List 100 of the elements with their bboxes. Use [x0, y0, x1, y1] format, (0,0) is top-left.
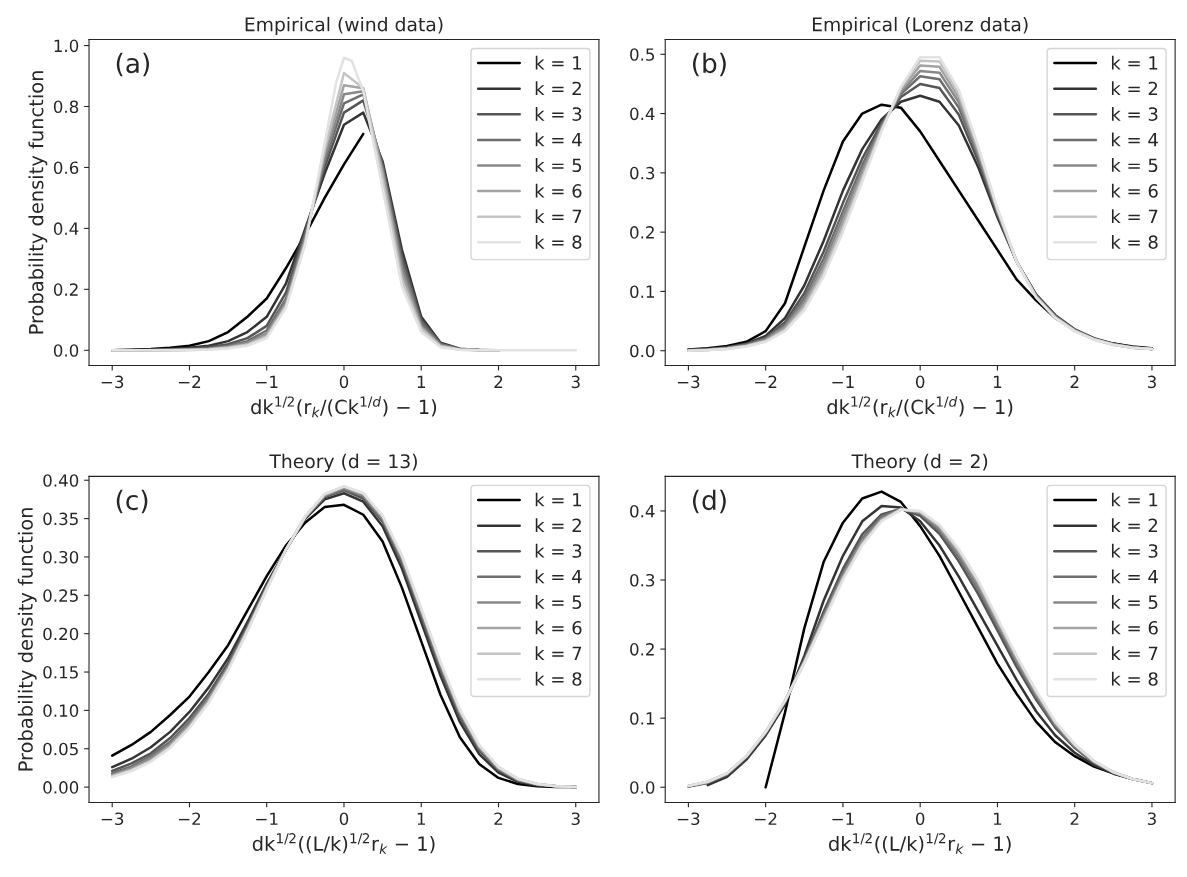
x-tick-label: 0	[339, 375, 349, 389]
legend-label: k = 7	[535, 209, 582, 224]
legend-label: k = 6	[1111, 620, 1158, 635]
x-tick-label: 2	[1070, 375, 1079, 388]
y-tick-label: 0.4	[630, 504, 655, 518]
legend-label: k = 6	[1111, 183, 1158, 198]
y-tick-label: 0.00	[43, 781, 79, 794]
legend-label: k = 2	[535, 81, 581, 96]
x-tick-label: 1	[993, 375, 1002, 388]
y-tick-label: 0.35	[43, 512, 78, 526]
x-tick-label: 3	[571, 375, 580, 389]
legend-label: k = 5	[535, 595, 582, 610]
legend-label: k = 4	[1111, 132, 1158, 147]
legend-label: k = 7	[535, 646, 582, 660]
legend-label: k = 8	[535, 671, 582, 686]
legend-label: k = 5	[1111, 158, 1158, 173]
legend-label: k = 4	[1111, 569, 1158, 584]
legend-label: k = 2	[535, 518, 581, 532]
x-tick-label: −3	[101, 375, 124, 389]
x-tick-label: 3	[571, 812, 580, 826]
y-tick-label: 0.40	[43, 474, 79, 487]
annotation: (b)	[692, 52, 726, 77]
legend-label: k = 7	[1111, 646, 1158, 660]
y-tick-label: 0.15	[43, 665, 78, 679]
x-tick-label: 3	[1147, 812, 1156, 826]
y-tick-label: 0.2	[53, 283, 78, 296]
x-tick-label: −2	[755, 375, 777, 388]
y-tick-label: 1.0	[54, 39, 79, 53]
x-tick-label: 2	[494, 375, 503, 388]
legend-label: k = 8	[1111, 234, 1158, 249]
x-tick-label: −3	[677, 812, 700, 826]
legend-label: k = 3	[1111, 106, 1158, 121]
legend-label: k = 8	[535, 234, 582, 249]
x-tick-label: 2	[1070, 812, 1079, 825]
x-tick-label: −2	[178, 375, 201, 388]
y-tick-label: 0.3	[630, 166, 655, 180]
y-tick-label: 0.20	[43, 627, 79, 641]
chart-title: Theory (d = 2)	[851, 453, 988, 472]
y-tick-label: 0.30	[43, 550, 79, 564]
y-tick-label: 0.5	[630, 48, 655, 61]
y-tick-label: 0.4	[630, 107, 655, 121]
y-tick-label: 0.05	[43, 742, 78, 756]
legend-label: k = 3	[535, 106, 582, 121]
annotation: (d)	[692, 489, 726, 514]
x-axis-title: dk$^{1/2}$((L/k)$^{1/2}$r$_{k}$ − 1)	[252, 833, 435, 854]
x-tick-label: 2	[494, 812, 503, 825]
y-tick-label: 0.0	[53, 344, 79, 357]
x-tick-label: 1	[417, 812, 425, 825]
legend-label: k = 7	[1111, 209, 1158, 224]
x-tick-label: −3	[101, 812, 124, 826]
y-tick-label: 0.2	[630, 643, 654, 656]
y-tick-label: 0.1	[630, 712, 654, 725]
chart-title: Empirical (wind data)	[245, 16, 443, 36]
y-tick-label: 0.4	[53, 222, 79, 235]
y-tick-label: 0.8	[53, 100, 79, 114]
legend-label: k = 4	[535, 132, 582, 147]
x-tick-label: 0	[339, 812, 349, 826]
legend-label: k = 2	[1111, 81, 1158, 96]
x-tick-label: 1	[417, 375, 425, 388]
y-axis-title: Probability density function	[28, 71, 48, 334]
y-tick-label: 0.3	[630, 573, 655, 587]
chart-title: Empirical (Lorenz data)	[812, 16, 1028, 36]
legend-label: k = 1	[1111, 55, 1158, 70]
legend-label: k = 3	[1111, 543, 1158, 558]
y-tick-label: 0.1	[630, 285, 654, 298]
annotation: (a)	[116, 52, 150, 77]
annotation: (c)	[116, 489, 148, 514]
y-tick-label: 0.0	[630, 781, 655, 794]
legend-label: k = 5	[1111, 595, 1158, 610]
x-tick-label: −3	[677, 375, 700, 389]
x-tick-label: −2	[755, 812, 777, 825]
x-tick-label: 1	[993, 812, 1002, 825]
x-tick-label: 0	[915, 375, 925, 389]
legend-label: k = 3	[535, 543, 582, 558]
y-tick-label: 0.0	[630, 344, 655, 358]
legend-label: k = 4	[535, 569, 582, 584]
legend-label: k = 6	[535, 183, 582, 198]
y-tick-label: 0.10	[43, 704, 79, 717]
x-tick-label: 0	[915, 812, 925, 826]
legend-label: k = 8	[1111, 671, 1158, 686]
legend-label: k = 6	[535, 620, 582, 635]
x-tick-label: −1	[256, 812, 278, 825]
y-tick-label: 0.2	[630, 226, 654, 239]
legend-label: k = 1	[535, 492, 582, 507]
y-axis-title: Probability density function	[17, 508, 37, 771]
y-tick-label: 0.25	[43, 589, 78, 602]
x-tick-label: 3	[1147, 375, 1156, 389]
y-tick-label: 0.6	[53, 161, 79, 175]
x-tick-label: −1	[832, 812, 854, 825]
x-axis-title: dk$^{1/2}$((L/k)$^{1/2}$r$_{k}$ − 1)	[828, 833, 1011, 854]
x-axis-title: dk$^{1/2}$(r$_{k}$/(Ck$^{1/d}$) − 1)	[251, 396, 437, 418]
legend-label: k = 1	[535, 55, 582, 70]
legend-label: k = 1	[1111, 492, 1158, 507]
legend-label: k = 5	[535, 158, 582, 173]
legend-label: k = 2	[1111, 518, 1158, 532]
x-tick-label: −1	[256, 375, 278, 388]
x-tick-label: −1	[832, 375, 854, 388]
x-tick-label: −2	[178, 812, 201, 825]
chart-title: Theory (d = 13)	[269, 453, 417, 472]
x-axis-title: dk$^{1/2}$(r$_{k}$/(Ck$^{1/d}$) − 1)	[827, 396, 1013, 418]
